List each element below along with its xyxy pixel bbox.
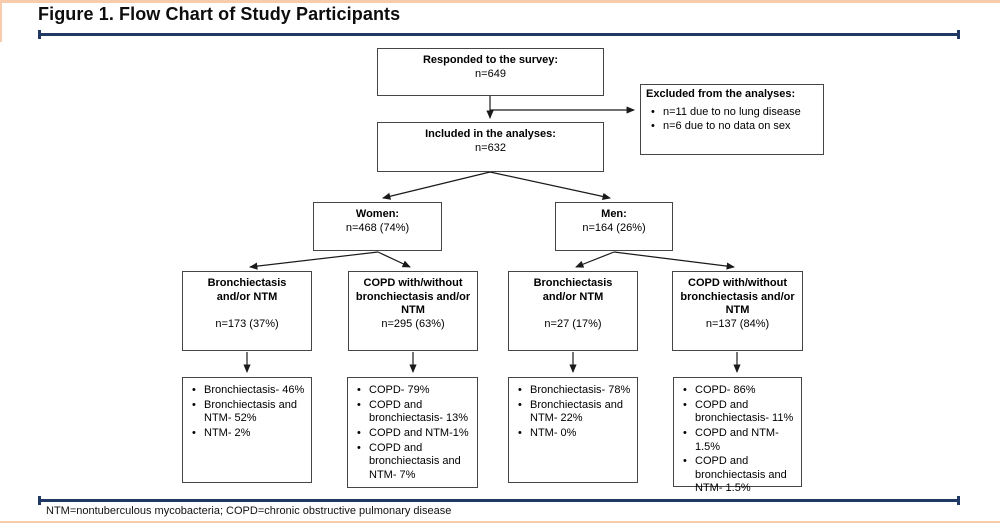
breakdown-bullet: COPD- 86% xyxy=(680,384,799,398)
breakdown-bullet: Bronchiectasis- 78% xyxy=(515,384,635,398)
breakdown-bullet: COPD and NTM-1% xyxy=(354,427,475,441)
breakdown-bullet: COPD and bronchiectasis- 13% xyxy=(354,399,475,426)
node-men-bronchiectasis: Bronchiectasis and/or NTM n=27 (17%) xyxy=(508,271,638,351)
figure-title: Figure 1. Flow Chart of Study Participan… xyxy=(38,4,401,24)
breakdown-bullet: COPD and bronchiectasis- 11% xyxy=(680,399,799,426)
breakdown-bullet: COPD- 79% xyxy=(354,384,475,398)
node-women-copd-breakdown: COPD- 79% COPD and bronchiectasis- 13% C… xyxy=(347,377,478,488)
node-men: Men: n=164 (26%) xyxy=(555,202,673,251)
node-women-bronchiectasis-label: Bronchiectasis and/or NTM xyxy=(207,277,287,303)
breakdown-bullet: COPD and bronchiectasis and NTM- 1.5% xyxy=(680,455,799,496)
node-women-copd: COPD with/without bronchiectasis and/or … xyxy=(348,271,478,351)
node-women: Women: n=468 (74%) xyxy=(313,202,442,251)
node-men-count: n=164 (26%) xyxy=(582,221,646,234)
node-men-copd-breakdown: COPD- 86% COPD and bronchiectasis- 11% C… xyxy=(673,377,802,494)
excluded-bullet: n=11 due to no lung disease xyxy=(648,106,816,120)
node-men-bronchiectasis-breakdown: Bronchiectasis- 78% Bronchiectasis and N… xyxy=(508,377,638,483)
bottom-accent-line xyxy=(0,521,1000,523)
node-men-copd: COPD with/without bronchiectasis and/or … xyxy=(672,271,803,351)
excluded-bullet: n=6 due to no data on sex xyxy=(648,120,816,134)
breakdown-bullet: COPD and bronchiectasis and NTM- 7% xyxy=(354,442,475,483)
node-women-copd-label: COPD with/without bronchiectasis and/or … xyxy=(355,277,471,317)
node-women-label: Women: xyxy=(355,208,400,220)
figure-footnote: NTM=nontuberculous mycobacteria; COPD=ch… xyxy=(46,505,452,517)
edge-women-to-bronchiectasis xyxy=(249,251,379,270)
node-responded-label: Responded to the survey: xyxy=(422,54,559,66)
top-rule xyxy=(38,30,960,39)
node-women-count: n=468 (74%) xyxy=(345,221,410,234)
node-included-label: Included in the analyses: xyxy=(425,128,556,140)
left-accent-line xyxy=(0,0,2,42)
node-women-bronchiectasis: Bronchiectasis and/or NTM n=173 (37%) xyxy=(182,271,312,351)
breakdown-bullet: COPD and NTM- 1.5% xyxy=(680,427,799,454)
node-men-copd-count: n=137 (84%) xyxy=(705,317,770,330)
node-included-count: n=632 xyxy=(475,141,506,154)
breakdown-bullet: NTM- 2% xyxy=(189,427,309,441)
breakdown-bullet: Bronchiectasis and NTM- 22% xyxy=(515,399,635,426)
node-excluded-label: Excluded from the analyses: xyxy=(646,88,796,100)
node-women-copd-count: n=295 (63%) xyxy=(381,317,445,330)
node-responded: Responded to the survey: n=649 xyxy=(377,48,604,96)
edge-included-to-women xyxy=(382,171,491,200)
breakdown-bullet: Bronchiectasis and NTM- 52% xyxy=(189,399,309,426)
node-excluded: Excluded from the analyses: n=11 due to … xyxy=(640,84,824,155)
node-men-copd-label: COPD with/without bronchiectasis and/or … xyxy=(680,277,795,317)
node-included: Included in the analyses: n=632 xyxy=(377,122,604,172)
women-copd-breakdown-list: COPD- 79% COPD and bronchiectasis- 13% C… xyxy=(348,378,477,482)
node-men-label: Men: xyxy=(601,208,627,220)
edge-men-to-bronchiectasis xyxy=(575,251,615,268)
node-men-bronchiectasis-label: Bronchiectasis and/or NTM xyxy=(533,277,613,303)
edge-men-to-copd xyxy=(613,251,735,270)
node-excluded-bullet-list: n=11 due to no lung disease n=6 due to n… xyxy=(646,102,818,134)
edge-women-to-copd xyxy=(377,251,411,268)
node-women-bronchiectasis-count: n=173 (37%) xyxy=(215,318,279,331)
top-accent-line xyxy=(0,0,1000,3)
node-women-bronchiectasis-breakdown: Bronchiectasis- 46% Bronchiectasis and N… xyxy=(182,377,312,483)
node-responded-count: n=649 xyxy=(475,67,506,80)
men-copd-breakdown-list: COPD- 86% COPD and bronchiectasis- 11% C… xyxy=(674,378,801,496)
women-bronchiectasis-breakdown-list: Bronchiectasis- 46% Bronchiectasis and N… xyxy=(183,378,311,441)
men-bronchiectasis-breakdown-list: Bronchiectasis- 78% Bronchiectasis and N… xyxy=(509,378,637,441)
edge-included-to-men xyxy=(489,171,611,200)
bottom-rule xyxy=(38,496,960,505)
node-men-bronchiectasis-count: n=27 (17%) xyxy=(544,318,602,331)
breakdown-bullet: Bronchiectasis- 46% xyxy=(189,384,309,398)
breakdown-bullet: NTM- 0% xyxy=(515,427,635,441)
